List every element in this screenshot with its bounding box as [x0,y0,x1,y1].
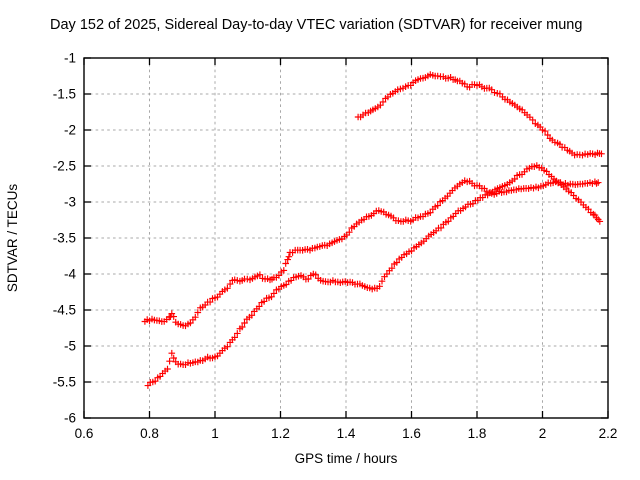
x-tick-label: 1.2 [271,426,290,441]
y-axis-label: SDTVAR / TECUs [5,184,20,293]
data-series [141,71,605,389]
x-tick-label: 2 [539,426,547,441]
trace-middle [141,177,602,330]
x-tick-label: 1.4 [337,426,356,441]
x-tick-label: 1.8 [468,426,487,441]
y-tick-label: -2 [64,123,76,138]
y-tick-labels: -1 -1.5 -2 -2.5 -3 -3.5 -4 -4.5 -5 -5.5 -6 [53,51,77,426]
y-tick-label: -6 [64,411,76,426]
x-tick-label: 1.6 [402,426,421,441]
y-tick-label: -3.5 [53,231,76,246]
trace-upper [354,71,605,159]
y-tick-label: -1 [64,51,76,66]
x-axis-label: GPS time / hours [295,451,398,466]
y-tick-label: -2.5 [53,159,76,174]
x-tick-label: 0.6 [75,426,94,441]
trace-lower [144,162,604,389]
y-tick-label: -4 [64,267,76,282]
x-tick-label: 0.8 [140,426,159,441]
y-tick-label: -1.5 [53,87,76,102]
x-tick-label: 1 [211,426,219,441]
x-tick-labels: 0.6 0.8 1 1.2 1.4 1.6 1.8 2 2.2 [75,426,618,441]
y-tick-label: -4.5 [53,303,76,318]
y-tick-label: -5 [64,339,76,354]
gridlines [84,58,608,418]
y-tick-label: -3 [64,195,76,210]
y-tick-label: -5.5 [53,375,76,390]
plot-border [83,57,609,419]
x-tick-label: 2.2 [599,426,618,441]
chart-title: Day 152 of 2025, Sidereal Day-to-day VTE… [50,17,582,33]
